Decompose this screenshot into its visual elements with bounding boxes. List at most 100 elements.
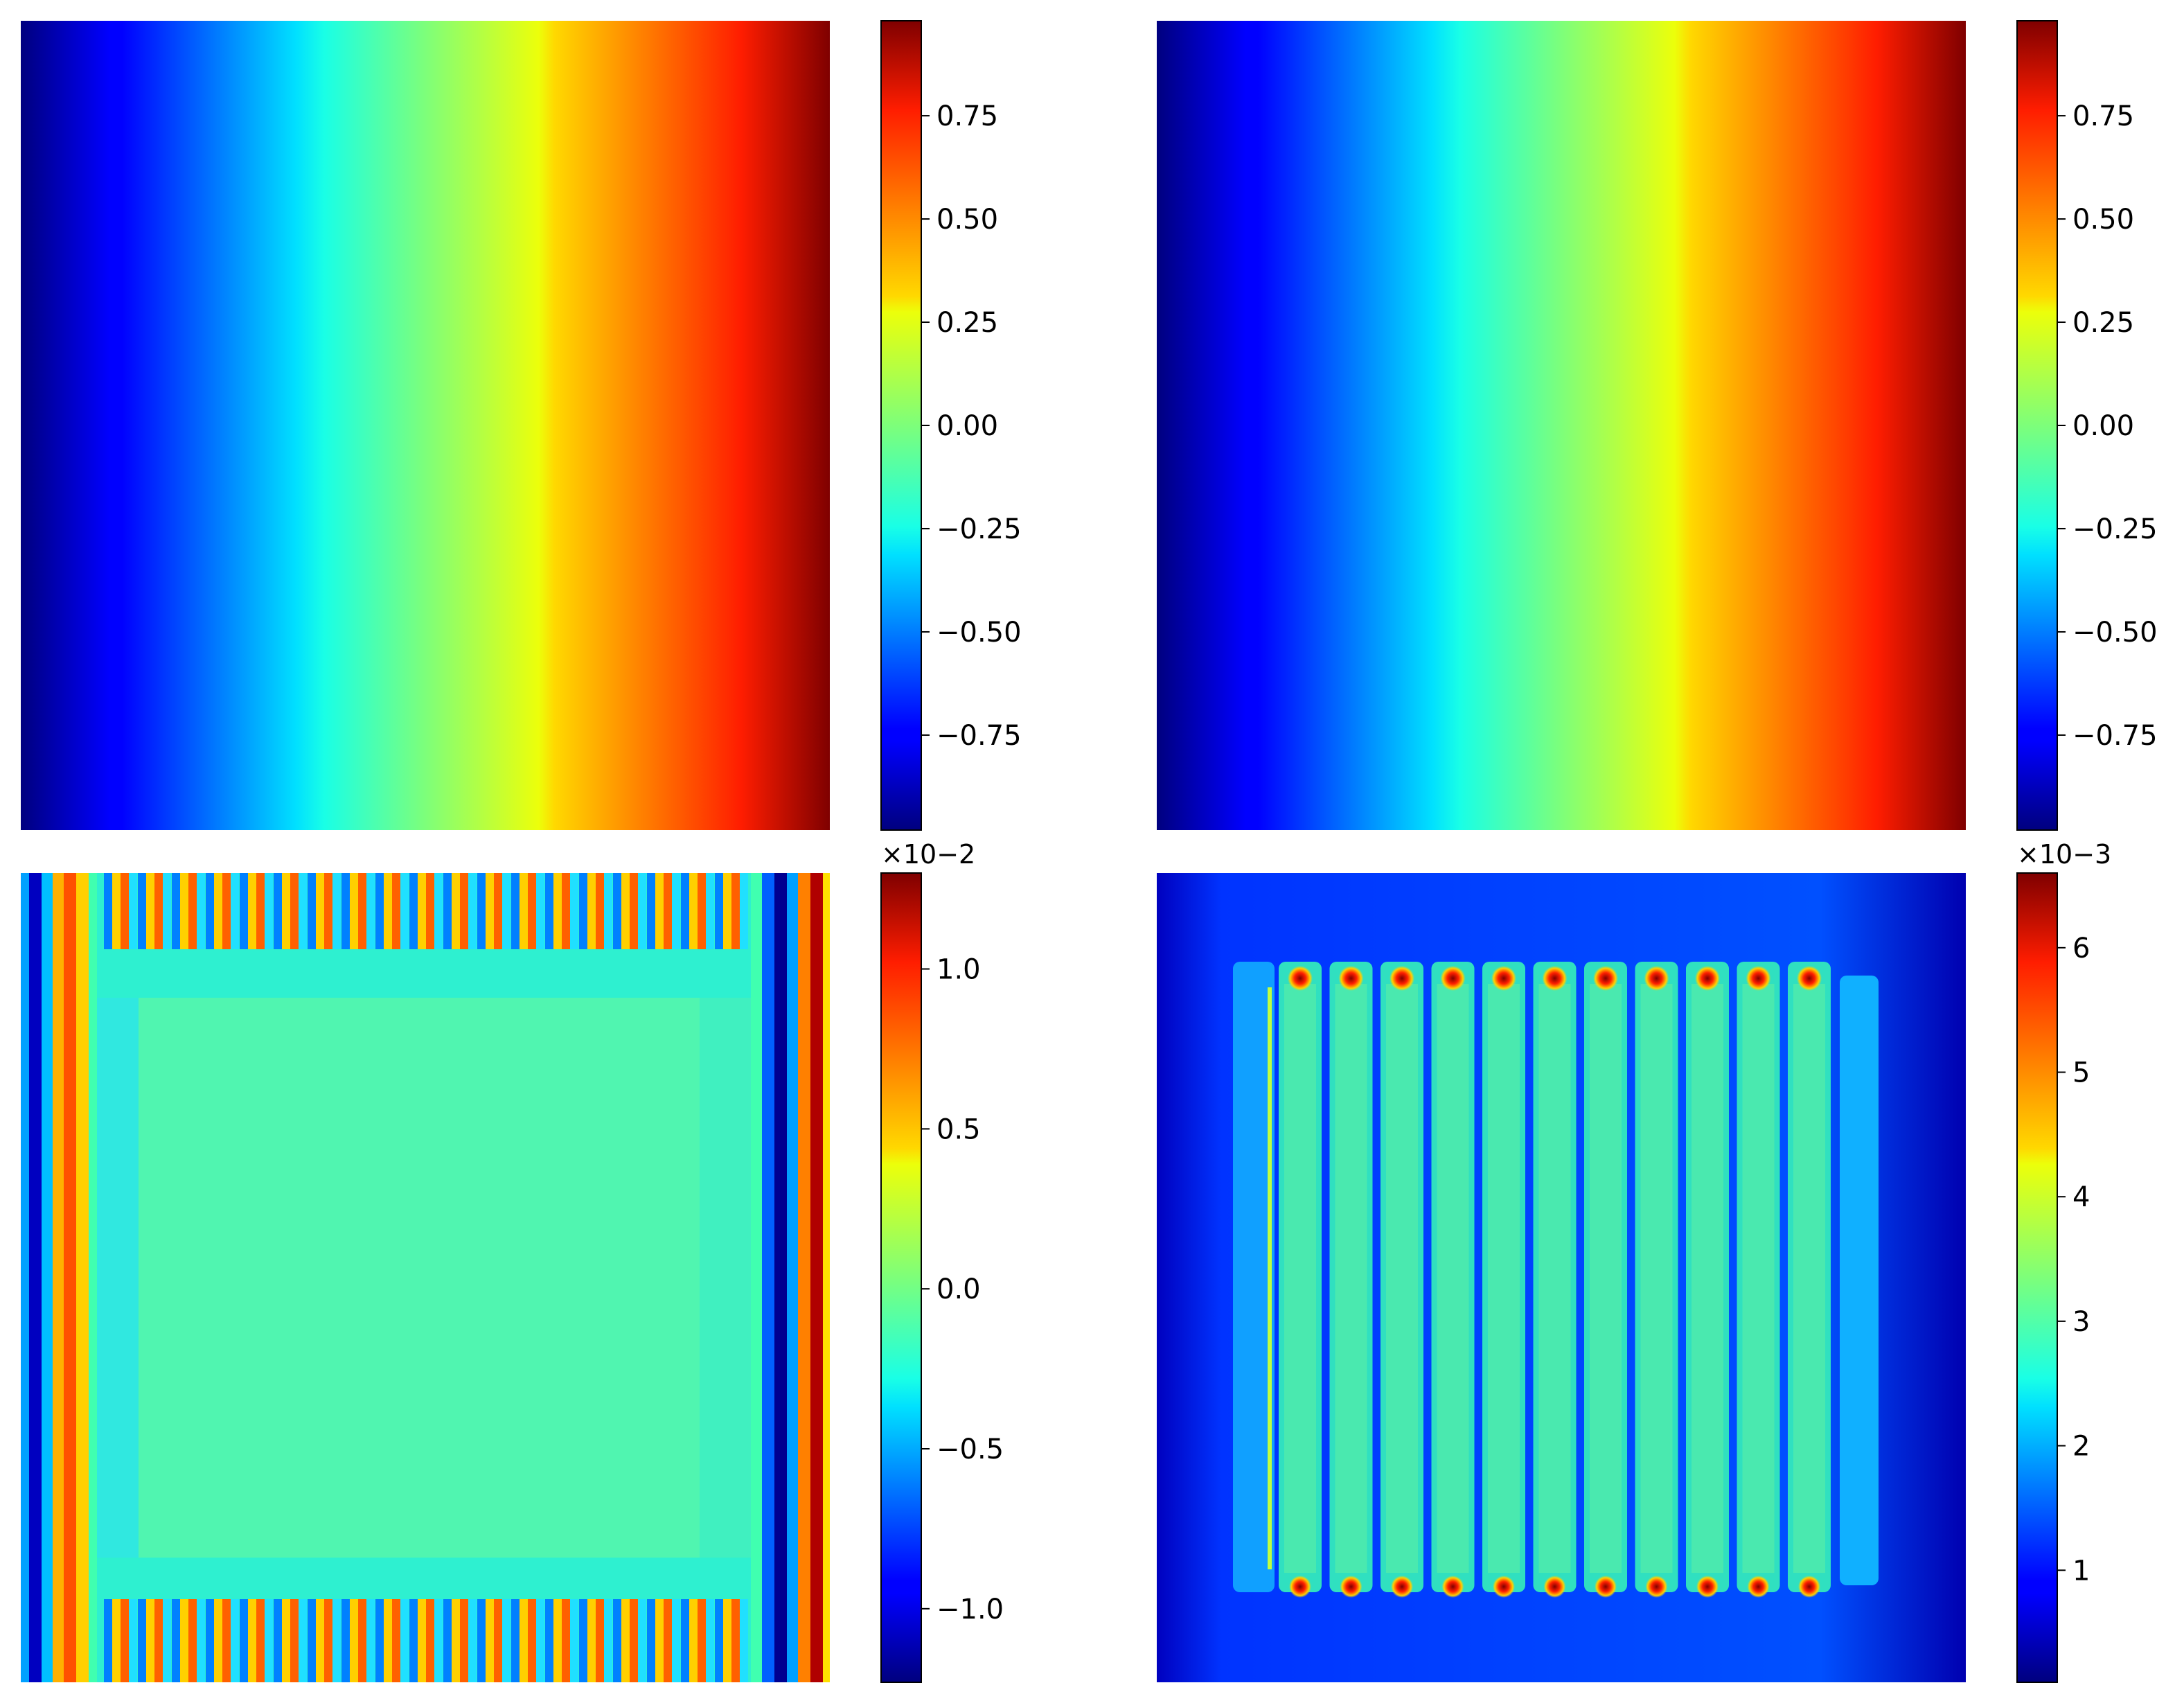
error-stripe [366, 1599, 375, 1682]
error-stripe [647, 873, 655, 949]
error-stripe [222, 1599, 231, 1682]
error-stripe [562, 1599, 570, 1682]
error-column-core [1590, 984, 1622, 1573]
error-stripe [308, 873, 316, 949]
error-stripe [715, 1599, 723, 1682]
error-stripe [375, 873, 384, 949]
colorbar-tick-label: 1 [2072, 1555, 2090, 1587]
error-stripe [400, 1599, 409, 1682]
error-stripe [621, 873, 630, 949]
error-stripe [248, 1599, 256, 1682]
colorbar-tick-label: 0.0 [936, 1273, 981, 1305]
error-stripe [316, 1599, 324, 1682]
error-stripe [256, 1599, 265, 1682]
colorbar-tick-label: 0.50 [936, 204, 998, 236]
error-stripe [256, 873, 265, 949]
error-stripe [154, 1599, 163, 1682]
error-stripe [426, 873, 434, 949]
error-column-core [1488, 984, 1520, 1573]
error-stripe [138, 873, 146, 949]
error-stripe [477, 1599, 486, 1682]
error-stripe [502, 873, 511, 949]
error-hotspot [1696, 1576, 1719, 1598]
error-stripe [689, 873, 698, 949]
error-column-core [1742, 984, 1775, 1573]
error-hotspot [1493, 1576, 1515, 1598]
colorbar-tick-label: 2 [2072, 1431, 2090, 1463]
error-stripe [740, 1599, 748, 1682]
error-stripe [240, 873, 248, 949]
error-stripe [570, 1599, 578, 1682]
error-column-core [1437, 984, 1469, 1573]
colorbar-tick-label: 4 [2072, 1181, 2090, 1213]
inner-frame [700, 998, 751, 1558]
error-stripe [290, 1599, 299, 1682]
error-stripe [265, 873, 273, 949]
error-stripe [240, 1599, 248, 1682]
error-hotspot [1695, 966, 1720, 991]
error-stripe [180, 1599, 188, 1682]
heatmap-top-right [1157, 21, 1966, 830]
error-stripe [536, 873, 544, 949]
error-stripe [299, 1599, 307, 1682]
error-stripe [630, 1599, 638, 1682]
error-stripe [681, 1599, 689, 1682]
error-stripe [172, 873, 180, 949]
colorbar-tick-label: 0.25 [2072, 307, 2134, 339]
error-band [76, 873, 89, 1682]
error-stripe [222, 873, 231, 949]
colorbar-tick-label: −0.50 [936, 617, 1022, 649]
error-band [751, 873, 762, 1682]
error-stripe [392, 873, 400, 949]
colorbar-top-right [2016, 20, 2058, 831]
error-stripe [332, 1599, 341, 1682]
error-hotspot [1391, 1576, 1413, 1598]
error-stripe [138, 1599, 146, 1682]
error-stripe [486, 873, 494, 949]
error-stripe [452, 1599, 460, 1682]
colorbar-tick-label: 1.0 [936, 953, 981, 985]
error-stripe [545, 873, 553, 949]
colorbar-tick-label: −0.50 [2072, 617, 2158, 649]
error-stripe [418, 1599, 426, 1682]
error-stripe [655, 873, 664, 949]
error-column-line [1268, 987, 1272, 1569]
error-hotspot [1798, 1576, 1820, 1598]
error-column-core [1538, 984, 1571, 1573]
error-stripe [638, 1599, 646, 1682]
error-stripe [443, 1599, 452, 1682]
error-stripe [452, 873, 460, 949]
error-stripe [715, 873, 723, 949]
error-column [1840, 976, 1879, 1585]
error-stripe [332, 873, 341, 949]
colorbar-tick-label: 0.75 [936, 100, 998, 132]
error-band [53, 873, 64, 1682]
colorbar-bottom-left [880, 872, 922, 1683]
colorbar-tick-label: 5 [2072, 1057, 2090, 1089]
error-stripe [358, 873, 366, 949]
error-band [42, 873, 53, 1682]
error-band [810, 873, 823, 1682]
colorbar-ticks-bottom-left: −1.0 −0.5 0.0 0.5 1.0 [921, 953, 1004, 1625]
error-band [21, 873, 29, 1682]
colorbar-bottom-right [2016, 872, 2058, 1683]
error-hotspot [1645, 1576, 1668, 1598]
error-stripe [197, 1599, 205, 1682]
error-hotspot [1797, 966, 1822, 991]
panel-bottom-left: −1.0 −0.5 0.0 0.5 1.0 ×10−2 [21, 839, 1004, 1683]
error-column-core [1386, 984, 1418, 1573]
colorbar-tick-label: 0.50 [2072, 204, 2134, 236]
error-stripe [172, 1599, 180, 1682]
error-column-core [1793, 984, 1825, 1573]
error-stripe [324, 873, 332, 949]
error-hotspot [1390, 966, 1414, 991]
error-stripe [689, 1599, 698, 1682]
error-hotspot [1441, 1576, 1464, 1598]
error-stripe [655, 1599, 664, 1682]
error-stripe [400, 873, 409, 949]
error-stripe [468, 1599, 477, 1682]
error-column-core [1692, 984, 1723, 1573]
error-stripe [664, 873, 672, 949]
error-stripe [630, 873, 638, 949]
